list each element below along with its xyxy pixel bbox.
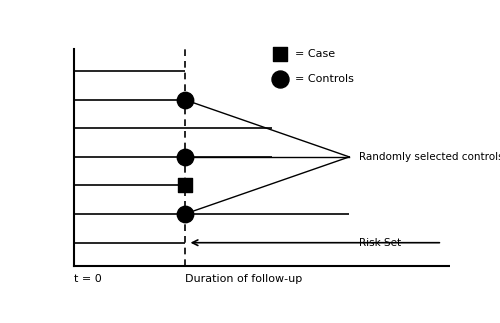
Point — [276, 76, 283, 81]
Point — [180, 154, 188, 160]
Point — [276, 51, 283, 56]
Text: t = 0: t = 0 — [74, 274, 102, 284]
Text: = Case: = Case — [295, 49, 335, 59]
Text: Duration of follow-up: Duration of follow-up — [184, 274, 302, 284]
Text: = Controls: = Controls — [295, 74, 354, 84]
Point — [180, 212, 188, 217]
Text: Risk Set: Risk Set — [359, 238, 401, 248]
Point — [180, 97, 188, 102]
Point — [180, 183, 188, 188]
Text: Randomly selected controls: Randomly selected controls — [359, 152, 500, 162]
